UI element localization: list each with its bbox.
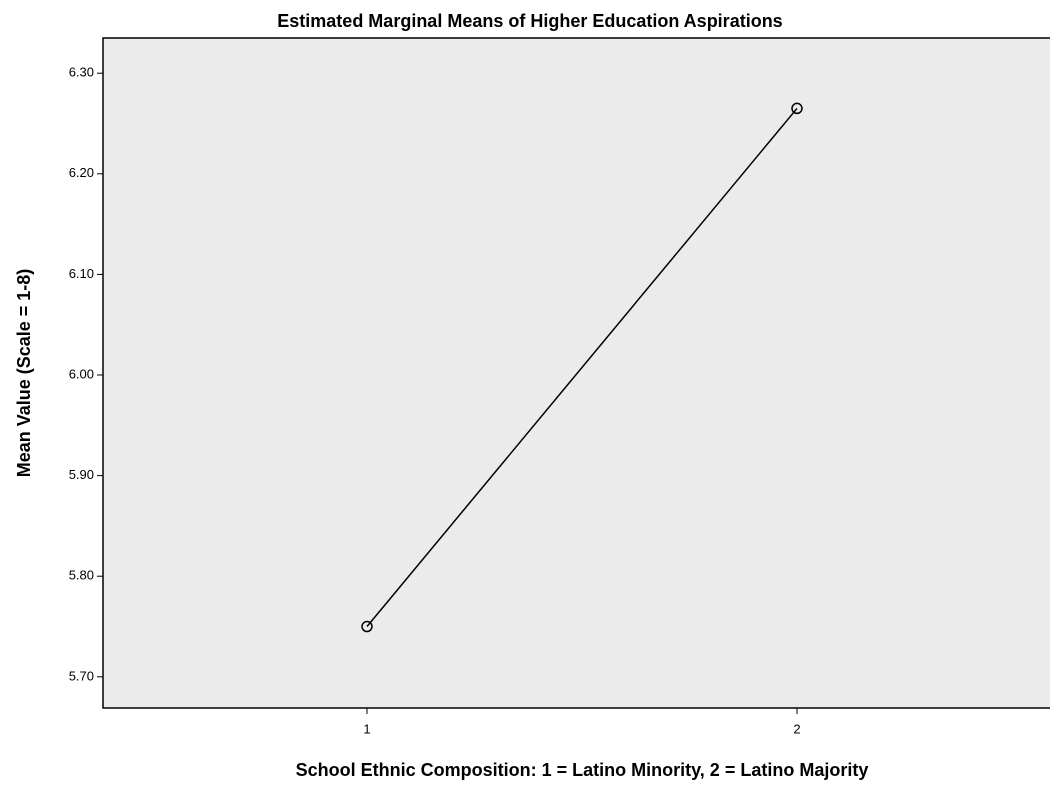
y-tick-label: 6.20	[69, 165, 94, 180]
point	[791, 102, 803, 115]
point	[361, 620, 373, 633]
line	[366, 107, 798, 627]
chart-title: Estimated Marginal Means of Higher Educa…	[277, 11, 782, 31]
x-tick-label: 1	[363, 721, 370, 736]
y-tick-label: 6.30	[69, 65, 94, 80]
y-tick-label: 5.70	[69, 668, 94, 683]
y-tick-label: 6.00	[69, 366, 94, 381]
y-axis-title: Mean Value (Scale = 1-8)	[14, 269, 34, 478]
x-tick-label: 2	[793, 721, 800, 736]
y-tick-label: 5.80	[69, 568, 94, 583]
y-tick-label: 5.90	[69, 467, 94, 482]
x-axis-title: School Ethnic Composition: 1 = Latino Mi…	[296, 760, 869, 780]
y-tick-label: 6.10	[69, 266, 94, 281]
